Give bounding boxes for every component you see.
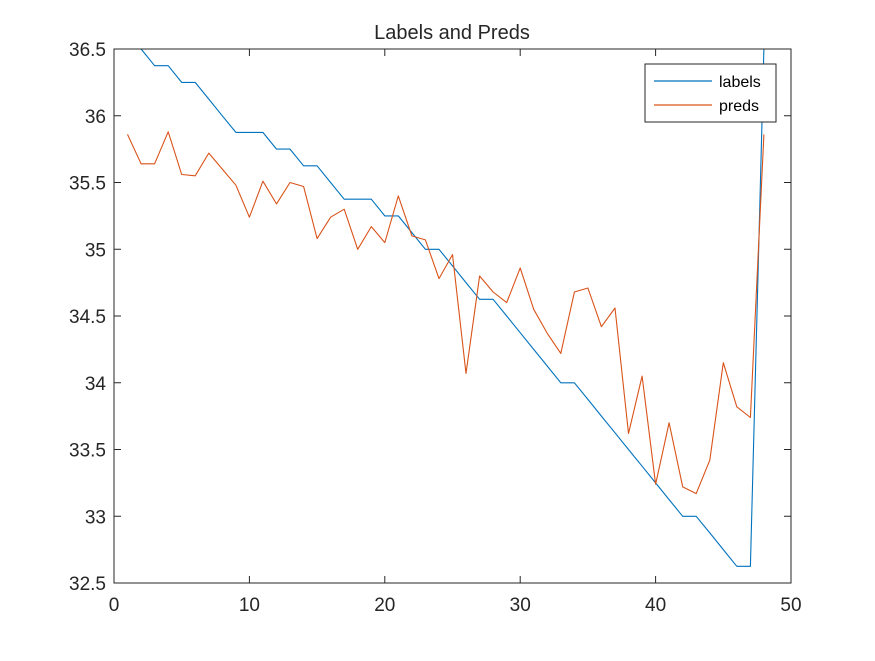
x-tick-label: 40: [645, 595, 666, 616]
y-tick-label: 36: [85, 107, 106, 128]
series-line-preds: [127, 131, 765, 495]
y-tick-label: 36.5: [69, 40, 106, 61]
legend: labels preds: [644, 63, 777, 123]
chart-title: Labels and Preds: [374, 22, 530, 44]
legend-label-preds: preds: [719, 98, 759, 115]
legend-label-labels: labels: [719, 74, 761, 91]
y-tick-label: 34.5: [69, 307, 106, 328]
y-tick-label: 34: [85, 374, 107, 395]
x-tick-label: 30: [510, 595, 531, 616]
axis-layer: 0 10 20 30 40 50 32.5 33 33.5 34 34.5 35 35.5 36 36.5: [69, 40, 802, 616]
y-tick-label: 32.5: [69, 574, 106, 595]
legend-box: [644, 63, 777, 123]
x-tick-label: 10: [239, 595, 260, 616]
plot-area-background: [114, 49, 791, 583]
series-line-labels: [127, 48, 765, 567]
x-tick-label: 50: [780, 595, 801, 616]
y-tick-label: 33: [85, 507, 106, 528]
x-tick-label: 20: [374, 595, 395, 616]
x-tick-label: 0: [109, 595, 120, 616]
y-tick-label: 35: [85, 240, 106, 261]
y-tick-label: 35.5: [69, 174, 106, 195]
y-tick-label: 33.5: [69, 441, 106, 462]
series-layer: [127, 48, 765, 567]
